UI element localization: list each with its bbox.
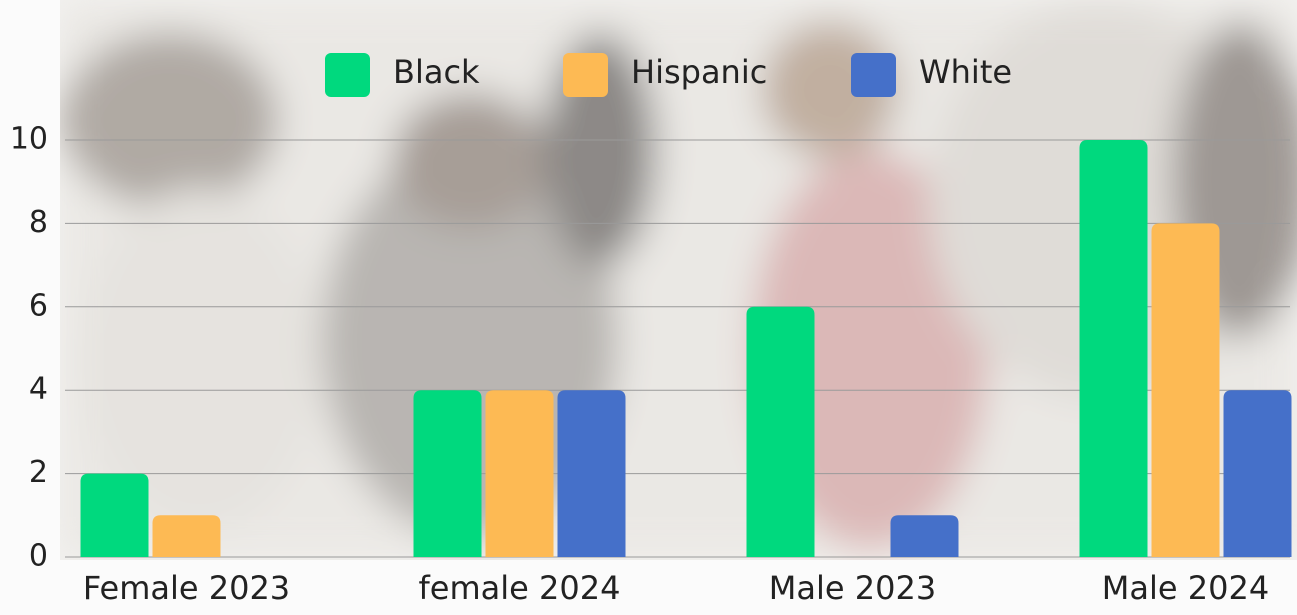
chart: 0 2 4 6 8 10 Female 2023 female 2024 Male 2023 Ma…: [0, 0, 1297, 615]
bar: [1080, 140, 1148, 557]
legend-label: Hispanic: [631, 53, 767, 91]
bar: [1152, 223, 1220, 557]
legend-swatch: [325, 53, 370, 97]
bar: [486, 390, 554, 557]
bar: [1224, 390, 1292, 557]
legend-label: White: [919, 53, 1012, 91]
bar: [891, 515, 959, 557]
legend-swatch: [563, 53, 608, 97]
y-tick-label: 2: [29, 455, 48, 490]
legend-swatch: [851, 53, 896, 97]
y-tick-label: 4: [29, 372, 48, 407]
y-tick-label: 8: [29, 205, 48, 240]
bar: [414, 390, 482, 557]
y-tick-label: 10: [10, 122, 48, 157]
bar: [153, 515, 221, 557]
x-tick-label: female 2024: [419, 569, 621, 607]
y-tick-label: 6: [29, 288, 48, 323]
bar: [558, 390, 626, 557]
page: 0 2 4 6 8 10 Female 2023 female 2024 Male 2023 Ma…: [0, 0, 1297, 615]
bar: [81, 474, 149, 557]
x-tick-label: Male 2024: [1102, 569, 1269, 607]
legend-label: Black: [393, 53, 480, 91]
x-tick-label: Male 2023: [769, 569, 936, 607]
bar: [747, 307, 815, 557]
y-tick-label: 0: [29, 539, 48, 574]
x-tick-label: Female 2023: [83, 569, 290, 607]
